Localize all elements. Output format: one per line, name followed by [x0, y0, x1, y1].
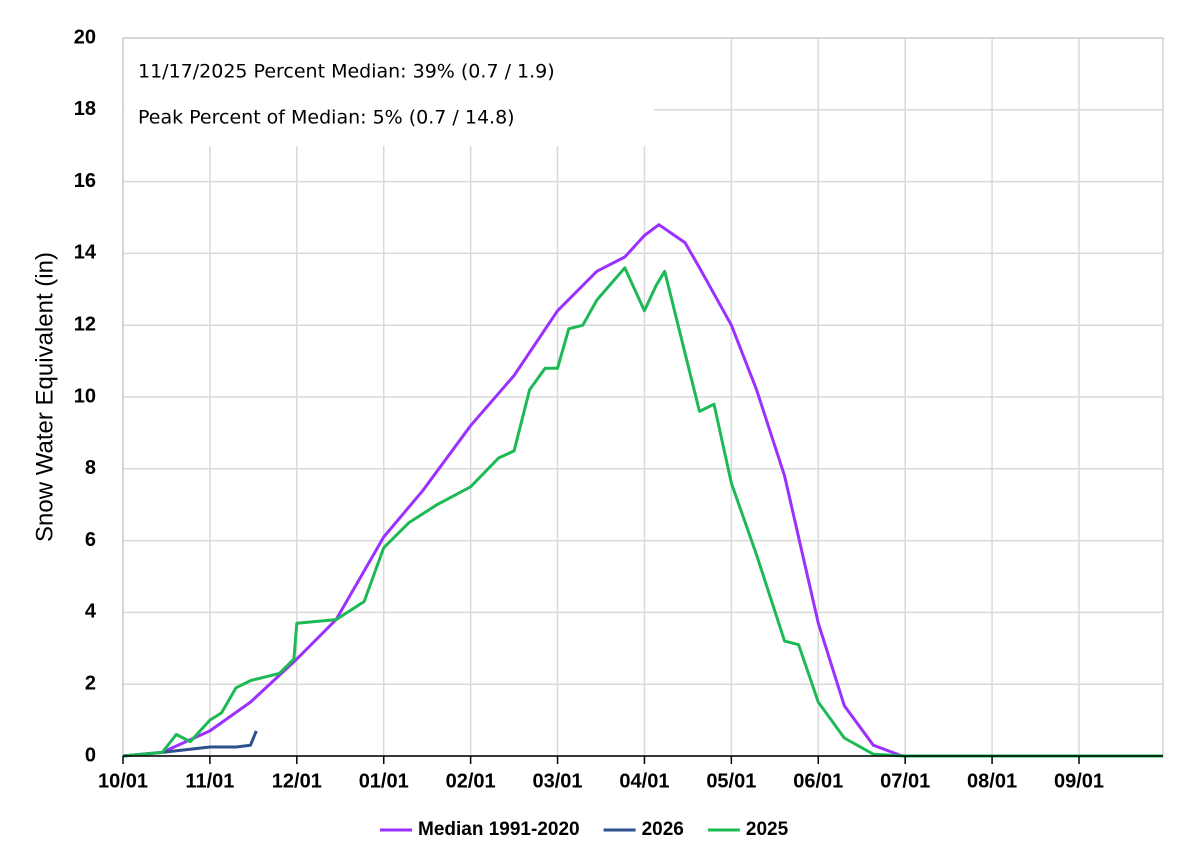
x-tick-label: 02/01	[446, 770, 496, 792]
y-tick-label: 14	[74, 242, 97, 264]
y-tick-label: 16	[74, 170, 96, 192]
y-axis-label: Snow Water Equivalent (in)	[31, 252, 58, 542]
y-tick-label: 0	[85, 744, 96, 766]
legend: Median 1991-2020 2026 2025	[380, 819, 789, 840]
y-tick-label: 20	[74, 26, 96, 48]
y-tick-label: 4	[85, 601, 97, 623]
y-tick-label: 12	[74, 313, 96, 335]
x-tick-label: 12/01	[272, 770, 322, 792]
legend-label: Median 1991-2020	[418, 819, 580, 840]
y-tick-label: 10	[74, 385, 96, 407]
y-tick-label: 18	[74, 98, 96, 120]
x-tick-label: 04/01	[619, 770, 669, 792]
x-tick-label: 06/01	[793, 770, 843, 792]
x-tick-label: 10/01	[98, 770, 148, 792]
y-tick-label: 6	[85, 529, 96, 551]
legend-label: 2025	[746, 819, 789, 840]
y-tick-label: 2	[85, 672, 96, 694]
x-tick-label: 09/01	[1054, 770, 1104, 792]
y-tick-label: 8	[85, 457, 96, 479]
x-tick-label: 07/01	[880, 770, 930, 792]
series-line	[122, 266, 1163, 758]
x-tick-label: 03/01	[533, 770, 583, 792]
annotation: Peak Percent of Median: 5% (0.7 / 14.8)	[138, 107, 515, 129]
x-tick-label: 05/01	[706, 770, 756, 792]
legend-label: 2026	[642, 819, 684, 840]
x-tick-label: 11/01	[185, 770, 234, 792]
x-tick-label: 01/01	[359, 770, 409, 792]
annotation: 11/17/2025 Percent Median: 39% (0.7 / 1.…	[138, 61, 555, 83]
annotation-box	[124, 39, 654, 146]
x-tick-label: 08/01	[967, 770, 1017, 792]
